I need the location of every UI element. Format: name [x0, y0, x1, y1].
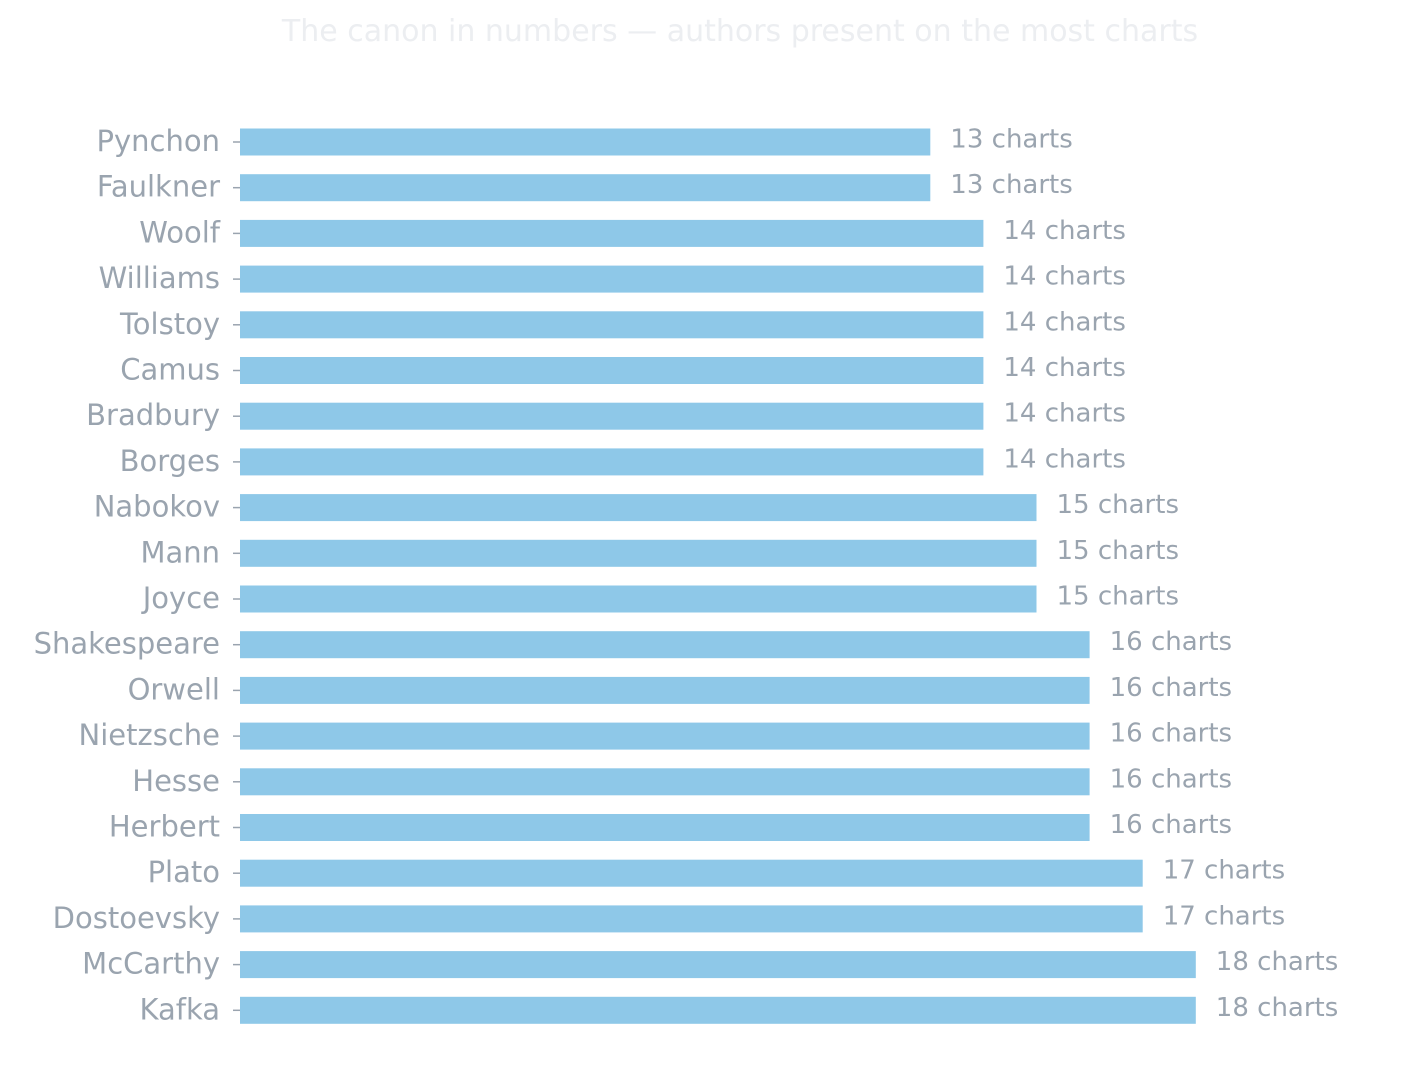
- data-label: 14 charts: [1003, 216, 1125, 246]
- bar-pynchon: [240, 128, 931, 156]
- category-label: Joyce: [141, 581, 220, 615]
- bar-shakespeare: [240, 631, 1090, 659]
- data-label: 14 charts: [1003, 399, 1125, 429]
- category-label: Orwell: [128, 672, 220, 706]
- plot-area: Pynchon 13 charts Faulkner 13 charts Woolf 14…: [34, 124, 1339, 1026]
- bar-mccarthy: [240, 951, 1196, 979]
- data-label: 16 charts: [1110, 627, 1232, 657]
- bar-williams: [240, 265, 984, 293]
- bar-nabokov: [240, 494, 1037, 522]
- category-label: Kafka: [139, 992, 220, 1026]
- category-label: Pynchon: [97, 124, 220, 158]
- bar-dostoevsky: [240, 905, 1143, 933]
- bar-hesse: [240, 768, 1090, 796]
- category-label: Tolstoy: [119, 307, 220, 341]
- category-label: Bradbury: [86, 398, 220, 432]
- data-label: 13 charts: [950, 125, 1072, 155]
- bar-orwell: [240, 676, 1090, 704]
- category-label: Hesse: [132, 764, 220, 798]
- data-label: 16 charts: [1110, 719, 1232, 749]
- bar-joyce: [240, 585, 1037, 613]
- data-label: 16 charts: [1110, 764, 1232, 794]
- data-label: 18 charts: [1216, 947, 1338, 977]
- category-label: Nietzsche: [79, 718, 220, 752]
- bar-tolstoy: [240, 311, 984, 339]
- bar-plato: [240, 859, 1143, 887]
- bar-faulkner: [240, 174, 931, 202]
- data-label: 14 charts: [1003, 444, 1125, 474]
- bar-camus: [240, 357, 984, 384]
- data-label: 18 charts: [1216, 993, 1338, 1023]
- category-label: Shakespeare: [34, 627, 220, 661]
- data-label: 17 charts: [1163, 856, 1285, 886]
- bar-kafka: [240, 996, 1196, 1024]
- category-label: Herbert: [109, 810, 220, 844]
- data-label: 16 charts: [1110, 673, 1232, 703]
- bar-bradbury: [240, 402, 984, 430]
- data-label: 15 charts: [1057, 582, 1179, 612]
- data-label: 14 charts: [1003, 353, 1125, 383]
- category-label: Dostoevsky: [53, 901, 220, 935]
- data-label: 14 charts: [1003, 262, 1125, 292]
- bar-borges: [240, 448, 984, 476]
- chart-title: The canon in numbers — authors present o…: [281, 14, 1199, 49]
- data-label: 16 charts: [1110, 810, 1232, 840]
- data-label: 15 charts: [1057, 536, 1179, 566]
- category-label: Plato: [148, 855, 220, 889]
- category-label: Borges: [120, 444, 220, 478]
- category-label: Camus: [120, 353, 220, 387]
- category-label: Williams: [99, 261, 220, 295]
- category-label: Nabokov: [94, 490, 220, 524]
- bar-herbert: [240, 814, 1090, 841]
- bar-woolf: [240, 219, 984, 247]
- data-label: 17 charts: [1163, 901, 1285, 931]
- category-label: McCarthy: [82, 947, 220, 981]
- category-label: Woolf: [139, 215, 221, 249]
- data-label: 14 charts: [1003, 307, 1125, 337]
- bar-nietzsche: [240, 722, 1090, 750]
- category-label: Mann: [140, 535, 220, 569]
- bar-mann: [240, 539, 1037, 567]
- category-label: Faulkner: [97, 170, 220, 204]
- data-label: 13 charts: [950, 170, 1072, 200]
- data-label: 15 charts: [1057, 490, 1179, 520]
